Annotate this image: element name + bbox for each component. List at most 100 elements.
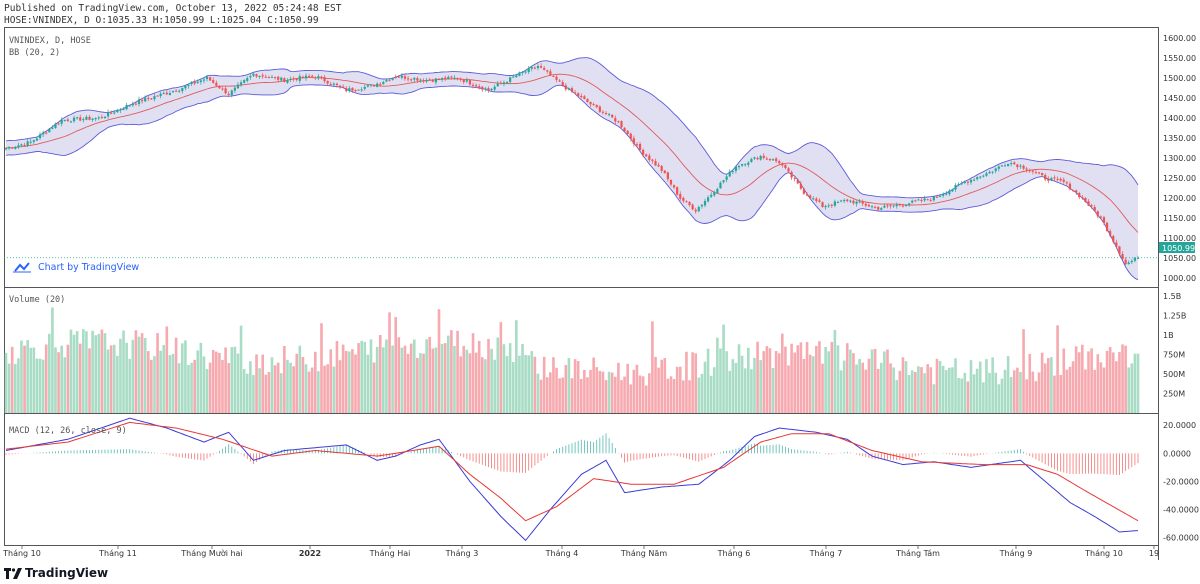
candle-body: [394, 77, 397, 79]
volume-bar: [524, 354, 527, 413]
volume-bar: [592, 357, 595, 413]
candle-body: [985, 173, 988, 176]
volume-bar: [651, 321, 654, 413]
volume-bar: [128, 358, 132, 413]
volume-bar: [601, 371, 605, 413]
volume-bar: [811, 356, 815, 413]
volume-bar: [700, 373, 704, 413]
volume-bar: [926, 364, 929, 413]
volume-bar: [985, 359, 988, 413]
volume-bar: [839, 370, 843, 413]
candle-body: [784, 164, 787, 169]
volume-bar: [165, 326, 169, 413]
volume-bar: [774, 351, 778, 413]
volume-bar: [518, 355, 521, 413]
candle-body: [422, 80, 425, 82]
published-line: Published on TradingView.com, October 13…: [4, 3, 342, 14]
bb-legend[interactable]: BB (20, 2): [9, 48, 60, 58]
volume-bar: [267, 372, 271, 413]
candle-body: [549, 71, 552, 76]
volume-bar: [740, 355, 744, 413]
volume-bar: [753, 357, 756, 413]
volume-bar: [134, 330, 138, 413]
candle-body: [487, 88, 490, 91]
volume-bar: [184, 340, 187, 413]
volume-tick-label: 750M: [1163, 350, 1185, 359]
volume-bar: [824, 347, 827, 413]
candle-body: [920, 199, 923, 201]
candle-body: [63, 119, 66, 121]
volume-bar: [508, 343, 512, 413]
macd-legend[interactable]: MACD (12, 26, close, 9): [9, 426, 127, 436]
candle-body: [635, 144, 639, 146]
volume-bar: [858, 358, 861, 413]
tradingview-brand[interactable]: TradingView: [4, 566, 108, 580]
candle-body: [252, 73, 255, 76]
candle-body: [354, 90, 357, 92]
candle-body: [406, 78, 410, 80]
symbol-legend[interactable]: VNINDEX, D, HOSE: [9, 36, 91, 46]
volume-tick-label: 1.5B: [1163, 292, 1181, 301]
volume-bar: [375, 346, 379, 413]
candle-body: [768, 159, 772, 161]
last-price-label: 1050.99: [1162, 244, 1195, 253]
volume-bar: [1111, 352, 1115, 413]
volume-bar: [326, 364, 329, 413]
candle-body: [122, 108, 125, 110]
volume-bar: [1068, 366, 1072, 413]
candle-body: [481, 86, 484, 90]
volume-bar: [422, 353, 425, 413]
volume-bar: [23, 345, 26, 413]
candle-body: [168, 93, 172, 95]
candle-body: [926, 199, 929, 201]
watermark-text: Chart by TradingView: [38, 261, 140, 273]
candle-body: [669, 179, 673, 185]
volume-bar: [153, 356, 156, 413]
volume-bar: [20, 340, 23, 413]
candle-body: [7, 147, 11, 149]
volume-bar: [26, 340, 29, 413]
volume-bar: [756, 341, 759, 413]
volume-bar: [737, 344, 741, 413]
candle-body: [382, 81, 385, 85]
candle-body: [505, 81, 509, 83]
candle-body: [493, 86, 496, 90]
volume-bar: [143, 338, 147, 413]
volume-bar: [218, 352, 221, 413]
volume-bar: [329, 349, 333, 413]
candle-body: [904, 204, 908, 206]
volume-bar: [72, 334, 76, 413]
candle-body: [434, 78, 438, 83]
candle-body: [249, 75, 252, 78]
candle-body: [221, 88, 224, 90]
volume-bar: [1037, 372, 1041, 413]
candle-body: [880, 208, 883, 210]
volume-bar: [88, 348, 91, 413]
candle-body: [1053, 177, 1056, 179]
candle-body: [444, 77, 447, 80]
candle-body: [1127, 262, 1130, 265]
candle-body: [447, 76, 450, 79]
volume-bar: [892, 367, 895, 413]
volume-bar: [861, 362, 865, 413]
candle-body: [17, 145, 20, 148]
price-tick-label: 1100.00: [1163, 234, 1196, 243]
candle-body: [1084, 197, 1087, 202]
tradingview-watermark[interactable]: Chart by TradingView: [12, 261, 139, 273]
volume-legend[interactable]: Volume (20): [9, 295, 65, 305]
volume-bar: [660, 359, 663, 413]
volume-bar: [419, 353, 422, 413]
candle-body: [205, 76, 209, 80]
candle-body: [171, 91, 175, 93]
candle-body: [756, 157, 759, 160]
volume-bar: [1077, 352, 1081, 413]
volume-bar: [944, 370, 948, 413]
chart-area[interactable]: 1000.00 1050.00 1100.00 1150.00 1200.00 1250.…: [0, 0, 1200, 566]
volume-bar: [320, 323, 323, 413]
volume-bar: [1028, 354, 1032, 413]
volume-bar: [29, 347, 33, 413]
candle-body: [292, 78, 295, 80]
volume-bar: [233, 346, 237, 413]
volume-bar: [354, 354, 357, 413]
volume-bar: [338, 360, 342, 413]
